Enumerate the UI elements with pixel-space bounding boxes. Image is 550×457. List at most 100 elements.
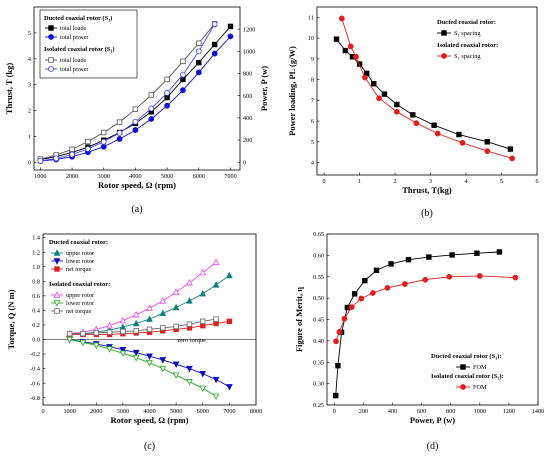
data-point bbox=[186, 297, 193, 304]
y-tick-label: 0.45 bbox=[313, 317, 324, 324]
y-tick-label: 0.65 bbox=[313, 231, 324, 238]
y-right-tick-label: 0 bbox=[243, 159, 246, 166]
x-tick-label: 2000 bbox=[66, 173, 78, 180]
legend-swatch-marker bbox=[54, 308, 60, 314]
x-tick-label: 0 bbox=[323, 178, 326, 185]
x-tick-label: 2 bbox=[394, 178, 397, 185]
legend-entry: lower rotor bbox=[51, 258, 95, 265]
legend-entry: S₁ spacing bbox=[437, 30, 481, 37]
y-tick-label: 0.0 bbox=[32, 337, 40, 344]
legend-swatch-marker bbox=[53, 300, 61, 307]
data-point bbox=[401, 281, 408, 287]
x-tick-label: 4 bbox=[464, 178, 467, 185]
data-point bbox=[226, 318, 233, 325]
y-tick-label: 2 bbox=[28, 108, 31, 115]
panel-caption: (b) bbox=[421, 208, 433, 219]
y-axis-label: Power loading, PL (g/W) bbox=[287, 46, 297, 136]
data-point bbox=[116, 129, 123, 136]
data-point bbox=[79, 339, 87, 347]
data-point bbox=[196, 40, 202, 46]
data-point bbox=[376, 95, 382, 102]
y-tick-label: -0.2 bbox=[30, 351, 40, 358]
y-tick-label: 0.8 bbox=[32, 278, 40, 285]
y-axis-label: Torque, Q (N m) bbox=[6, 289, 16, 349]
data-point bbox=[227, 33, 234, 40]
y-tick-label: 0.30 bbox=[313, 381, 324, 388]
y-axis-label: Figure of Merit, η bbox=[294, 287, 304, 352]
data-point bbox=[405, 256, 412, 263]
legend-swatch-marker bbox=[54, 266, 60, 272]
y-tick-label: 5 bbox=[28, 30, 31, 37]
data-point bbox=[199, 385, 207, 393]
legend-group-title: Isolated coaxial rotor (S₁): bbox=[431, 373, 504, 380]
y-right-tick-label: 1200 bbox=[243, 26, 255, 33]
legend-label: FOM bbox=[473, 384, 487, 391]
data-point bbox=[116, 136, 123, 142]
y-tick-label: 0.6 bbox=[32, 293, 40, 300]
data-point bbox=[132, 118, 139, 125]
y-tick-label: 0.55 bbox=[313, 274, 324, 281]
x-tick-label: 1000 bbox=[474, 408, 486, 415]
legend-label: total power bbox=[60, 66, 89, 73]
y-tick-label: -0.8 bbox=[30, 395, 40, 402]
x-tick-label: 1 bbox=[358, 178, 361, 185]
data-point bbox=[119, 350, 127, 358]
data-point bbox=[333, 392, 339, 399]
data-point bbox=[426, 254, 432, 260]
data-point bbox=[164, 90, 171, 96]
data-point bbox=[132, 127, 139, 133]
legend-label: total loads bbox=[60, 25, 87, 32]
legend-entry: total loads bbox=[45, 57, 87, 64]
data-point bbox=[200, 318, 206, 325]
data-point bbox=[92, 342, 100, 350]
plot-frame bbox=[316, 6, 538, 176]
series-net-torque-5 bbox=[66, 316, 219, 337]
data-point bbox=[212, 281, 220, 288]
series-fom-1 bbox=[333, 272, 519, 345]
legend-group-title: Isolated coaxial rotor (S₁) bbox=[44, 46, 115, 53]
y-tick-label: 0.2 bbox=[32, 322, 40, 329]
y-tick-label: -0.6 bbox=[30, 380, 40, 387]
data-point bbox=[100, 138, 107, 145]
data-point bbox=[196, 59, 202, 66]
legend-entry: upper rotor bbox=[51, 249, 95, 257]
data-point bbox=[212, 376, 220, 384]
y-tick-label: 0.50 bbox=[313, 295, 324, 302]
y-tick-label: -0.4 bbox=[30, 366, 40, 373]
y-right-tick-label: 1000 bbox=[243, 48, 255, 55]
series-lower-rotor-4 bbox=[66, 336, 220, 401]
data-point bbox=[393, 108, 400, 115]
x-tick-label: 6 bbox=[535, 178, 538, 185]
data-point bbox=[84, 146, 91, 152]
y-tick-label: 0.4 bbox=[32, 308, 40, 315]
data-point bbox=[106, 329, 113, 335]
data-point bbox=[211, 41, 218, 48]
data-point bbox=[66, 330, 73, 337]
legend-group-title: Ducted coaxial rotor: bbox=[49, 239, 108, 246]
data-point bbox=[342, 47, 349, 54]
legend-entry: total power bbox=[45, 66, 89, 73]
x-tick-label: 800 bbox=[446, 408, 455, 415]
data-point bbox=[422, 276, 429, 283]
data-point bbox=[199, 371, 207, 378]
data-point bbox=[132, 319, 140, 327]
data-point bbox=[164, 94, 170, 101]
x-tick-label: 4000 bbox=[143, 408, 155, 415]
x-tick-label: 1000 bbox=[34, 173, 46, 180]
y-axis-right-label: Power, P (w) bbox=[259, 66, 269, 111]
data-point bbox=[484, 139, 491, 145]
data-point bbox=[180, 58, 186, 65]
legend-entry: lower rotor bbox=[51, 300, 95, 307]
x-tick-label: 0 bbox=[41, 408, 44, 415]
data-point bbox=[333, 338, 339, 345]
series-total-loads-2 bbox=[37, 21, 218, 162]
y-right-tick-label: 600 bbox=[243, 93, 252, 100]
data-point bbox=[381, 91, 388, 97]
data-point bbox=[186, 321, 193, 327]
legend-swatch-marker bbox=[53, 291, 61, 298]
legend-swatch-marker bbox=[460, 384, 466, 390]
data-point bbox=[146, 326, 153, 333]
x-tick-label: 5000 bbox=[161, 173, 173, 180]
x-tick-label: 6000 bbox=[193, 173, 205, 180]
